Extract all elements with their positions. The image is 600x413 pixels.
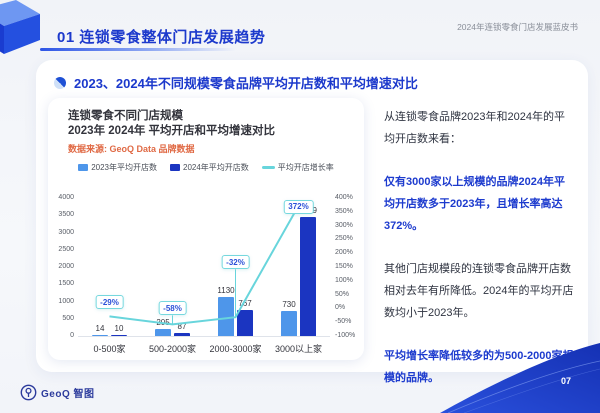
axis-category-label: 0-500家 [93, 344, 126, 354]
axis-tick-left: 1500 [58, 280, 74, 288]
axis-tick-left: 3000 [58, 228, 74, 236]
section-title: 2023、2024年不同规模零食品牌平均开店数和平均增速对比 [74, 76, 418, 91]
bar-2024年平均开店数 [111, 335, 127, 336]
axis-tick-right: -100% [335, 332, 356, 339]
bar-2023年平均开店数 [92, 335, 108, 336]
bar-2024年平均开店数 [300, 217, 316, 336]
bar-value-label: 10 [114, 324, 124, 333]
legend-label: 平均开店增长率 [277, 163, 334, 172]
axis-tick-left: 4000 [58, 194, 74, 201]
title-underline [40, 48, 236, 51]
axis-tick-right: 400% [335, 194, 353, 201]
axis-category-label: 2000-3000家 [209, 344, 262, 354]
bar-2023年平均开店数 [281, 310, 297, 336]
bar-2024年平均开店数 [174, 333, 190, 336]
chart-title-line1: 连锁零食不同门店规模 [68, 110, 183, 122]
growth-point-label: -29% [95, 295, 124, 310]
legend-label: 2023年平均开店数 [91, 163, 157, 172]
page-number: 07 [560, 376, 571, 386]
legend-swatch-icon [78, 164, 89, 171]
axis-tick-left: 500 [62, 314, 74, 322]
chart-title: 连锁零食不同门店规模 2023年 2024年 平均开店和平均增速对比 [68, 109, 275, 139]
cube-3d-icon [0, 0, 40, 54]
bar-value-label: 1130 [217, 286, 235, 295]
chart-legend: 2023年平均开店数 2024年平均开店数 平均开店增长率 [48, 162, 364, 173]
axis-category-label: 500-2000家 [148, 344, 197, 354]
axis-tick-right: 250% [335, 235, 353, 243]
chart-title-line2: 2023年 2024年 平均开店和平均增速对比 [68, 125, 276, 137]
bar-2023年平均开店数 [155, 328, 171, 336]
insight-paragraph: 从连锁零食品牌2023年和2024年的平均开店数来看： [384, 111, 565, 145]
insight-paragraph-highlight: 平均增长率降低较多的为500-2000家规模的品牌。 [384, 350, 574, 384]
section-header: 2023、2024年不同规模零食品牌平均开店数和平均增速对比 [54, 73, 418, 92]
axis-tick-right: 100% [335, 276, 353, 284]
legend-swatch-icon [261, 166, 275, 169]
axis-tick-left: 3500 [58, 211, 74, 219]
growth-point-label: -58% [158, 301, 187, 316]
map-pin-logo-icon [20, 384, 37, 401]
legend-item: 平均开店增长率 [261, 162, 334, 173]
axis-tick-right: 200% [335, 249, 353, 257]
logo: GeoQ 智图 [20, 384, 95, 401]
swoosh-shape [440, 343, 600, 413]
axis-tick-right: 150% [335, 263, 353, 270]
insight-paragraph: 其他门店规模段的连锁零食品牌开店数相对去年有所降低。2024年的平均开店数均小于… [384, 263, 574, 319]
growth-point-label: 372% [283, 199, 314, 214]
growth-point-label: -32% [221, 255, 250, 270]
page-title: 01 连锁零食整体门店发展趋势 [57, 29, 266, 46]
axis-tick-left: 0 [70, 332, 74, 339]
insight-paragraph-highlight: 仅有3000家以上规模的品牌2024年平均开店数多于2023年，且增长率高达37… [384, 176, 565, 232]
axis-category-label: 3000以上家 [274, 344, 323, 354]
legend-swatch-icon [170, 164, 180, 171]
axis-tick-left: 2000 [58, 263, 74, 270]
legend-item: 2024年平均开店数 [170, 162, 249, 173]
bar-value-label: 767 [238, 298, 252, 308]
content-card: 2023、2024年不同规模零食品牌平均开店数和平均增速对比 连锁零食不同门店规… [36, 60, 588, 384]
axis-tick-right: 50% [335, 290, 350, 298]
bar-value-label: 87 [177, 321, 187, 331]
axis-tick-right: -50% [335, 318, 352, 326]
legend-item: 2023年平均开店数 [78, 162, 157, 173]
axis-tick-right: 300% [335, 221, 353, 229]
axis-tick-right: 350% [335, 207, 353, 215]
chart-card: 连锁零食不同门店规模 2023年 2024年 平均开店和平均增速对比 数据来源:… [48, 98, 364, 360]
chart-plot-area: 4000 3500 3000 2500 2000 1500 1000 500 0 400% 350%… [58, 194, 355, 354]
legend-label: 2024年平均开店数 [183, 163, 249, 172]
logo-text: GeoQ 智图 [41, 389, 95, 400]
sphere-dot-icon [54, 76, 66, 89]
axis-tick-left: 2500 [58, 245, 74, 253]
insight-panel: 从连锁零食品牌2023年和2024年的平均开店数来看： 仅有3000家以上规模的… [384, 106, 574, 410]
data-source-label: 数据来源: GeoQ Data 品牌数据 [68, 144, 195, 154]
bar-value-label: 14 [95, 324, 105, 333]
axis-tick-left: 1000 [58, 297, 74, 305]
bar-2024年平均开店数 [237, 309, 253, 336]
axis-tick-right: 0% [335, 304, 346, 312]
booklet-label: 2024年连锁零食门店发展蓝皮书 [457, 22, 578, 32]
